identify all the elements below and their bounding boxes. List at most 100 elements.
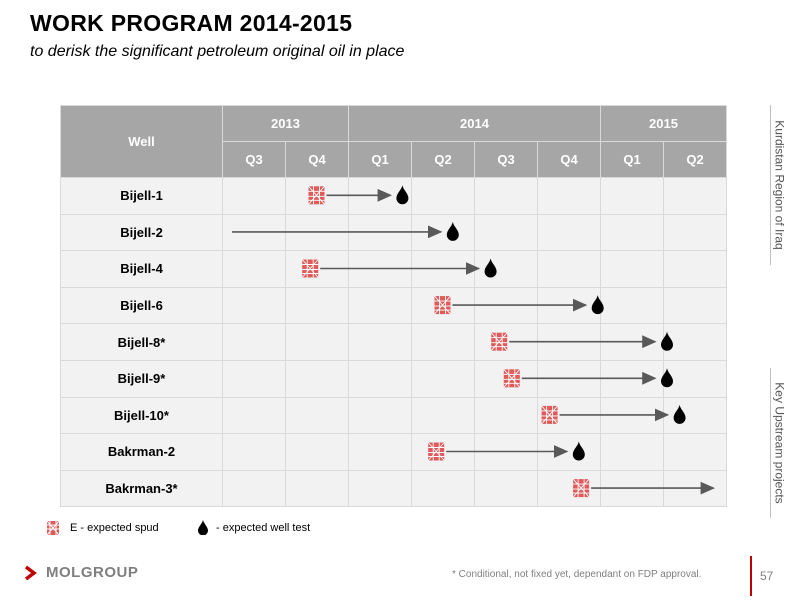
quarter-cell — [411, 177, 475, 215]
work-program-table: Well 2013 2014 2015 Q3 Q4 Q1 Q2 Q3 Q4 Q1… — [60, 105, 727, 508]
quarter-cell — [222, 359, 286, 398]
quarter-cell — [537, 469, 601, 508]
quarter-cell — [600, 213, 664, 252]
quarter-cell — [348, 469, 412, 508]
quarter-cell — [285, 213, 349, 252]
quarter-cell — [663, 469, 727, 508]
quarter-cell — [285, 396, 349, 435]
well-column-header: Well — [60, 105, 223, 178]
side-tab-key-upstream[interactable]: Key Upstream projects — [773, 382, 788, 504]
quarter-cell — [600, 396, 664, 435]
quarter-cell — [222, 177, 286, 215]
well-name: Bijell-6 — [60, 286, 223, 325]
quarter-cell — [474, 250, 538, 288]
quarter-cell — [537, 177, 601, 215]
quarter-cell — [222, 213, 286, 252]
side-tab-divider — [770, 105, 771, 265]
quarter-cell — [663, 286, 727, 325]
quarter-cell — [663, 359, 727, 398]
legend-spud-label: E - expected spud — [70, 522, 159, 534]
table-row: Bijell-9* — [60, 359, 727, 398]
quarter-header: Q2 — [411, 141, 475, 178]
quarter-header: Q3 — [222, 141, 286, 178]
year-header-2015: 2015 — [600, 105, 727, 142]
quarter-cell — [663, 213, 727, 252]
quarter-cell — [474, 323, 538, 361]
quarter-cell — [537, 286, 601, 325]
quarter-cell — [411, 396, 475, 435]
quarter-cell — [411, 323, 475, 361]
quarter-cell — [348, 433, 412, 471]
year-header-2014: 2014 — [348, 105, 601, 142]
quarter-cell — [537, 433, 601, 471]
quarter-cell — [285, 177, 349, 215]
quarter-cell — [348, 177, 412, 215]
table-row: Bijell-8* — [60, 323, 727, 361]
side-tab-divider — [770, 368, 771, 518]
well-name: Bakrman-3* — [60, 469, 223, 508]
quarter-cell — [348, 286, 412, 325]
quarter-cell — [285, 469, 349, 508]
quarter-header: Q3 — [474, 141, 538, 178]
quarter-cell — [285, 250, 349, 288]
page-number: 57 — [760, 569, 774, 583]
table-row: Bakrman-2 — [60, 433, 727, 471]
quarter-cell — [411, 469, 475, 508]
quarter-cell — [537, 323, 601, 361]
quarter-cell — [600, 469, 664, 508]
quarter-cell — [663, 323, 727, 361]
quarter-cell — [222, 396, 286, 435]
quarter-cell — [474, 177, 538, 215]
quarter-cell — [411, 213, 475, 252]
quarter-cell — [285, 323, 349, 361]
quarter-header: Q2 — [663, 141, 727, 178]
table-row: Bijell-6 — [60, 286, 727, 325]
quarter-cell — [285, 286, 349, 325]
logo-chevron-icon — [24, 565, 37, 580]
quarter-header: Q4 — [285, 141, 349, 178]
quarter-cell — [600, 433, 664, 471]
well-name: Bijell-2 — [60, 213, 223, 252]
quarter-cell — [348, 359, 412, 398]
quarter-cell — [222, 250, 286, 288]
side-tab-kurdistan[interactable]: Kurdistan Region of Iraq — [773, 120, 788, 250]
quarter-cell — [663, 433, 727, 471]
well-name: Bijell-4 — [60, 250, 223, 288]
legend-test-label: - expected well test — [216, 522, 311, 534]
quarter-cell — [663, 250, 727, 288]
table-row: Bakrman-3* — [60, 469, 727, 508]
quarter-header: Q1 — [348, 141, 412, 178]
quarter-cell — [348, 213, 412, 252]
quarter-cell — [537, 396, 601, 435]
quarter-cell — [222, 286, 286, 325]
quarter-cell — [411, 359, 475, 398]
quarter-cell — [285, 359, 349, 398]
quarter-cell — [663, 177, 727, 215]
table-row: Bijell-1 — [60, 177, 727, 215]
quarter-cell — [411, 433, 475, 471]
quarter-cell — [474, 433, 538, 471]
footnote: * Conditional, not fixed yet, dependant … — [452, 569, 702, 580]
quarter-cell — [474, 213, 538, 252]
quarter-cell — [348, 250, 412, 288]
quarter-cell — [348, 323, 412, 361]
page-subtitle: to derisk the significant petroleum orig… — [30, 43, 405, 60]
table-row: Bijell-4 — [60, 250, 727, 288]
quarter-cell — [474, 469, 538, 508]
table-row: Bijell-2 — [60, 213, 727, 252]
quarter-cell — [348, 396, 412, 435]
quarter-cell — [600, 177, 664, 215]
quarter-cell — [222, 323, 286, 361]
quarter-cell — [222, 469, 286, 508]
quarter-cell — [600, 323, 664, 361]
quarter-cell — [474, 286, 538, 325]
quarter-cell — [474, 359, 538, 398]
logo-text: MOLGROUP — [46, 564, 139, 581]
quarter-cell — [600, 250, 664, 288]
quarter-cell — [600, 286, 664, 325]
year-header-2013: 2013 — [222, 105, 349, 142]
page-number-separator — [750, 556, 752, 596]
quarter-cell — [474, 396, 538, 435]
company-logo: MOLGROUP — [24, 564, 138, 581]
quarter-cell — [411, 250, 475, 288]
